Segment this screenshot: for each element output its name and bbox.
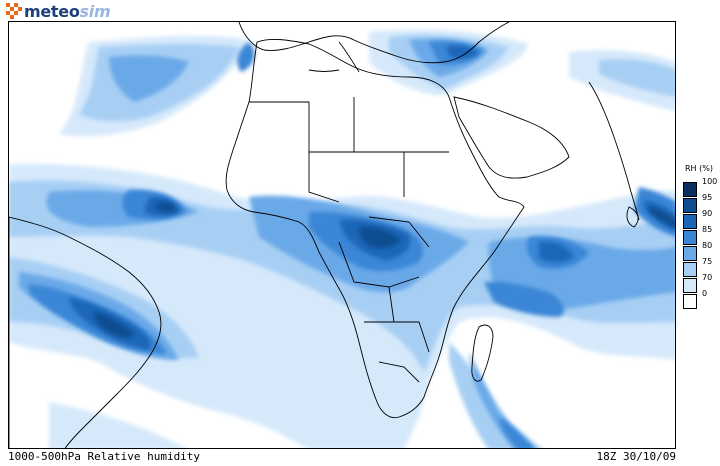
legend-label: 85 [702,225,713,234]
humidity-map [8,21,676,449]
brand-logo: meteosim [6,1,111,21]
map-footer: 1000-500hPa Relative humidity 18Z 30/10/… [8,450,676,464]
legend-swatch [683,278,697,293]
legend-label: 70 [702,273,713,282]
legend-swatch [683,214,697,229]
legend-swatch [683,230,697,245]
legend-item: 90 [683,210,712,229]
legend-label: 0 [702,289,708,298]
legend-label: 90 [702,209,713,218]
legend-swatch [683,262,697,277]
brand-prefix: meteo [24,1,80,21]
legend-swatch [683,198,697,213]
legend-item: 100 [683,178,717,197]
coastlines [9,22,640,448]
legend-swatch [683,182,697,197]
legend-title: RH (%) [685,164,713,173]
brand-name: meteosim [24,1,111,21]
checker-logo-icon [6,3,22,19]
legend-label: 80 [702,241,713,250]
humidity-field-95 [93,201,675,338]
map-canvas [9,22,675,448]
legend-swatch [683,294,697,309]
legend-item: 95 [683,194,712,213]
field-caption: 1000-500hPa Relative humidity [8,450,201,463]
legend-item: 80 [683,242,712,261]
legend-label: 75 [702,257,713,266]
legend-item: 70 [683,274,712,293]
legend-item: 85 [683,226,712,245]
legend-item: 0 [683,290,707,309]
legend-swatch [683,246,697,261]
legend-label: 95 [702,193,713,202]
brand-suffix: sim [79,1,111,21]
timestamp: 18Z 30/10/09 [596,450,676,463]
legend-item: 75 [683,258,712,277]
legend-label: 100 [702,177,718,186]
